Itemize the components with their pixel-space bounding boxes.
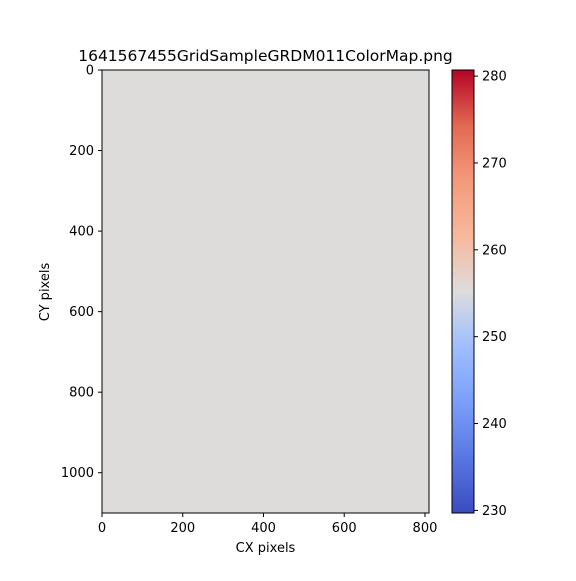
colorbar-tick-label: 250: [482, 330, 507, 345]
chart-title: 1641567455GridSampleGRDM011ColorMap.png: [78, 47, 453, 65]
colorbar-frame: [451, 69, 475, 514]
colorbar-tick-label: 240: [482, 417, 507, 432]
x-tick-label: 800: [413, 521, 438, 536]
plot-frame: [101, 69, 430, 514]
colorbar-tick-label: 280: [482, 70, 507, 85]
y-tick-label: 1000: [61, 466, 94, 481]
y-axis-label: CY pixels: [38, 263, 53, 322]
y-tick-label: 200: [69, 144, 94, 159]
colorbar-tick-label: 260: [482, 243, 507, 258]
x-tick-label: 0: [98, 521, 106, 536]
y-tick-label: 400: [69, 225, 94, 240]
x-tick-label: 200: [170, 521, 195, 536]
y-tick-label: 600: [69, 305, 94, 320]
y-tick-label: 0: [86, 64, 94, 79]
x-axis: 0 200 400 600 800: [98, 513, 438, 536]
x-tick-label: 600: [332, 521, 357, 536]
x-axis-label: CX pixels: [236, 541, 296, 556]
colorbar-tick-label: 270: [482, 156, 507, 171]
x-tick-label: 400: [251, 521, 276, 536]
y-axis: 0 200 400 600 800 1000: [61, 64, 102, 481]
colorbar: [452, 70, 474, 513]
heatmap-image: [102, 70, 429, 513]
colorbar-tick-label: 230: [482, 504, 507, 519]
colorbar-axis: 230 240 250 260 270 280: [474, 70, 507, 519]
y-tick-label: 800: [69, 386, 94, 401]
